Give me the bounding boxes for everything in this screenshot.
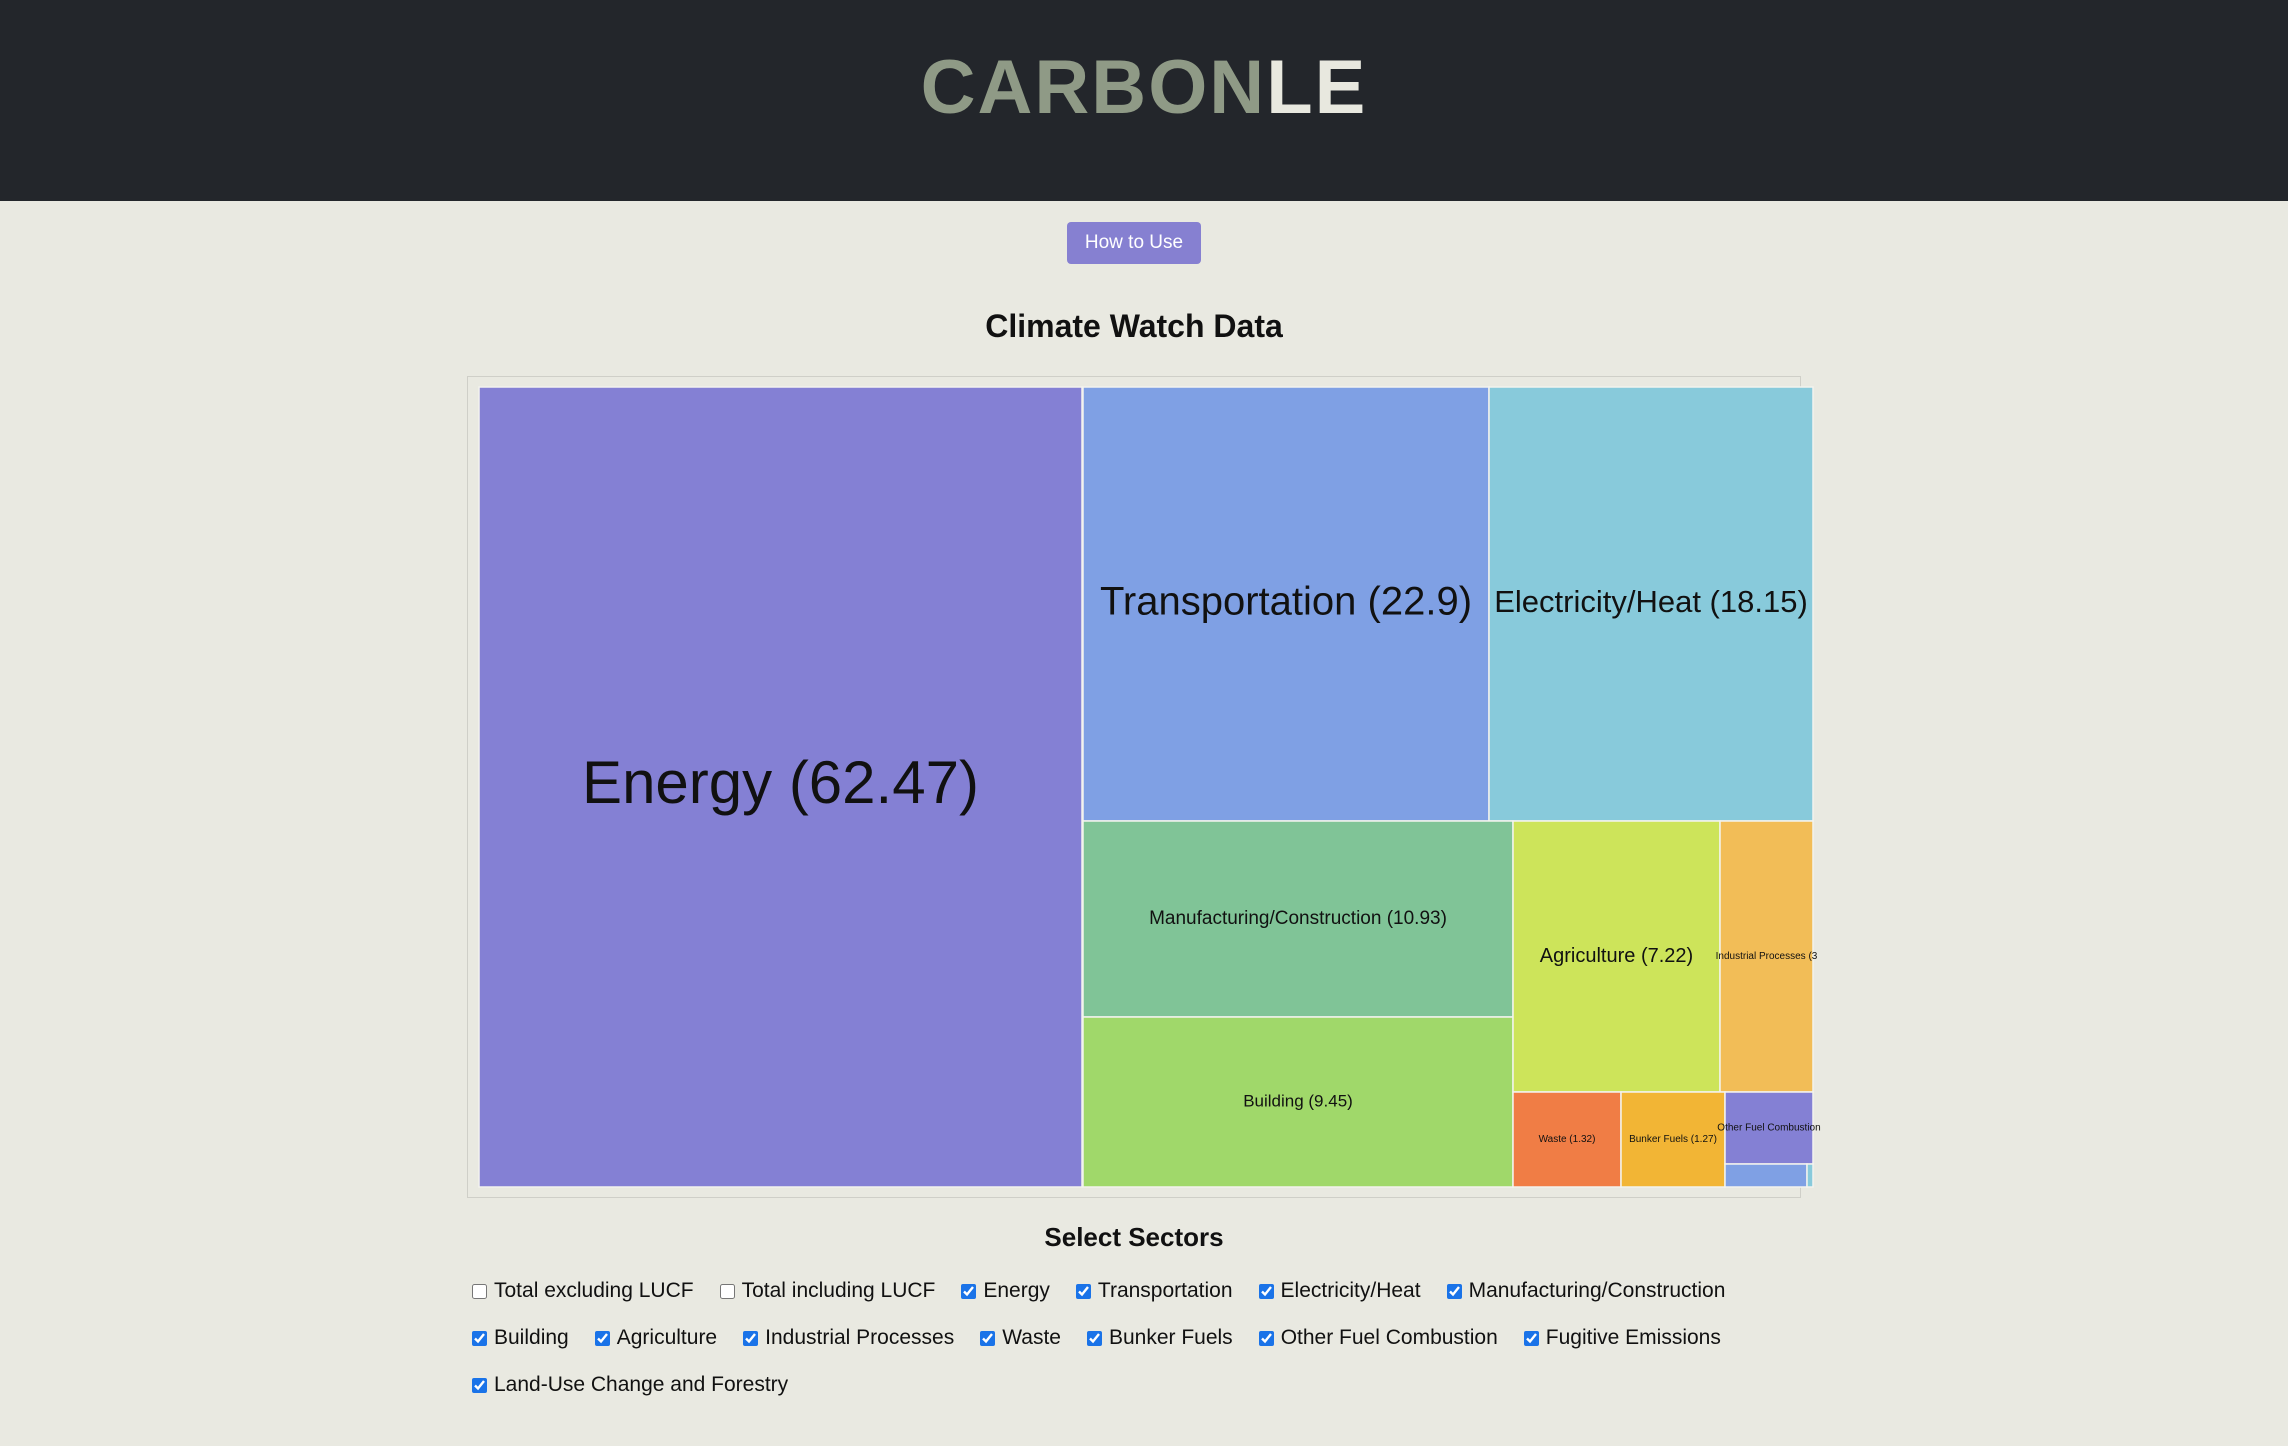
sector-label: Bunker Fuels [1108,1326,1233,1349]
sector-label: Waste [1002,1326,1061,1349]
treemap-label: Waste (1.32) [1539,1134,1596,1145]
sector-checkbox[interactable] [472,1377,487,1393]
sector-label: Industrial Processes [765,1326,955,1349]
treemap-cell-energy[interactable] [478,386,1083,1188]
sector-option-waste[interactable]: Waste [980,1326,1061,1350]
sector-label: Agriculture [616,1326,718,1349]
sector-label: Other Fuel Combustion [1280,1326,1498,1349]
sector-checkbox[interactable] [719,1283,735,1299]
treemap-cell-manufacturing-construction[interactable] [1082,820,1514,1018]
sector-option-fugitive-emissions[interactable]: Fugitive Emissions [1523,1326,1721,1350]
sector-option-total-including-lucf[interactable]: Total including LUCF [719,1279,936,1303]
sector-label: Energy [983,1279,1050,1302]
sector-label: Building [494,1326,569,1349]
treemap-cell-electricity-heat[interactable] [1488,386,1814,822]
treemap-label: Building (9.45) [1243,1091,1353,1110]
select-sectors-title: Select Sectors [1044,1222,1224,1252]
sector-option-other-fuel-combustion[interactable]: Other Fuel Combustion [1258,1326,1498,1350]
sector-option-land-use-change-and-forestry[interactable]: Land-Use Change and Forestry [472,1373,788,1397]
sector-checkbox[interactable] [743,1330,759,1346]
sector-checkbox[interactable] [1523,1330,1539,1346]
top-bar: CARBONLE [0,0,2288,201]
sector-option-bunker-fuels[interactable]: Bunker Fuels [1086,1326,1233,1350]
sector-label: Total excluding LUCF [494,1279,694,1302]
sector-checkbox[interactable] [472,1330,487,1346]
treemap-cell-bunker-fuels[interactable] [1620,1091,1726,1188]
sector-label: Total including LUCF [741,1279,936,1302]
sector-option-total-excluding-lucf[interactable]: Total excluding LUCF [472,1279,694,1303]
treemap-cell-other-fuel-combustion[interactable] [1724,1091,1814,1165]
treemap-cell-waste[interactable] [1512,1091,1622,1188]
sector-label: Electricity/Heat [1280,1279,1421,1302]
treemap-cell-fugitive-emissions[interactable] [1724,1163,1808,1188]
treemap-label: Industrial Processes (3 [1716,951,1818,962]
treemap-label: Transportation (22.9) [1100,580,1472,624]
treemap-label: Agriculture (7.22) [1540,945,1693,967]
sector-checkbox-row-3: Land-Use Change and Forestry [472,1373,814,1397]
sector-label: Fugitive Emissions [1545,1326,1721,1349]
treemap-label: Manufacturing/Construction (10.93) [1149,908,1447,929]
treemap-cell-building[interactable] [1082,1016,1514,1188]
treemap-cell-industrial-processes[interactable] [1719,820,1814,1093]
treemap-cell-land-use-change-and-forestry[interactable] [1806,1163,1814,1188]
treemap-label: Other Fuel Combustion [1717,1123,1820,1134]
how-to-use-button[interactable]: How to Use [1067,222,1201,264]
sector-label: Manufacturing/Construction [1468,1279,1726,1302]
sector-label: Land-Use Change and Forestry [494,1373,789,1396]
treemap-label: Bunker Fuels (1.27) [1629,1134,1717,1145]
sector-label: Transportation [1097,1279,1233,1302]
app-logo: CARBONLE [921,44,1368,131]
sector-checkbox[interactable] [1086,1330,1102,1346]
logo-part-le: LE [1266,45,1368,130]
sector-option-transportation[interactable]: Transportation [1075,1279,1233,1303]
sector-checkbox[interactable] [1258,1330,1274,1346]
sector-checkbox[interactable] [980,1330,996,1346]
treemap-label: Energy (62.47) [582,749,979,816]
sector-option-agriculture[interactable]: Agriculture [594,1326,718,1350]
page-title: Climate Watch Data [985,308,1283,344]
sector-checkbox[interactable] [1446,1283,1462,1299]
treemap-cell-transportation[interactable] [1082,386,1490,822]
sector-option-manufacturing-construction[interactable]: Manufacturing/Construction [1446,1279,1726,1303]
logo-part-carbon: CARBON [920,45,1267,130]
treemap-cell-agriculture[interactable] [1512,820,1721,1093]
sector-option-electricity-heat[interactable]: Electricity/Heat [1258,1279,1421,1303]
sector-checkbox[interactable] [472,1283,487,1299]
sector-checkbox[interactable] [594,1330,610,1346]
sector-checkbox[interactable] [1258,1283,1274,1299]
sector-checkbox[interactable] [961,1283,977,1299]
sector-checkbox[interactable] [1075,1283,1091,1299]
sector-option-industrial-processes[interactable]: Industrial Processes [743,1326,954,1350]
treemap-label: Electricity/Heat (18.15) [1494,584,1808,619]
sector-option-building[interactable]: Building [472,1326,569,1350]
sector-option-energy[interactable]: Energy [961,1279,1050,1303]
sector-checkbox-row-1: Total excluding LUCF Total including LUC… [472,1279,1751,1303]
sector-checkbox-row-2: Building Agriculture Industrial Processe… [472,1326,1747,1350]
